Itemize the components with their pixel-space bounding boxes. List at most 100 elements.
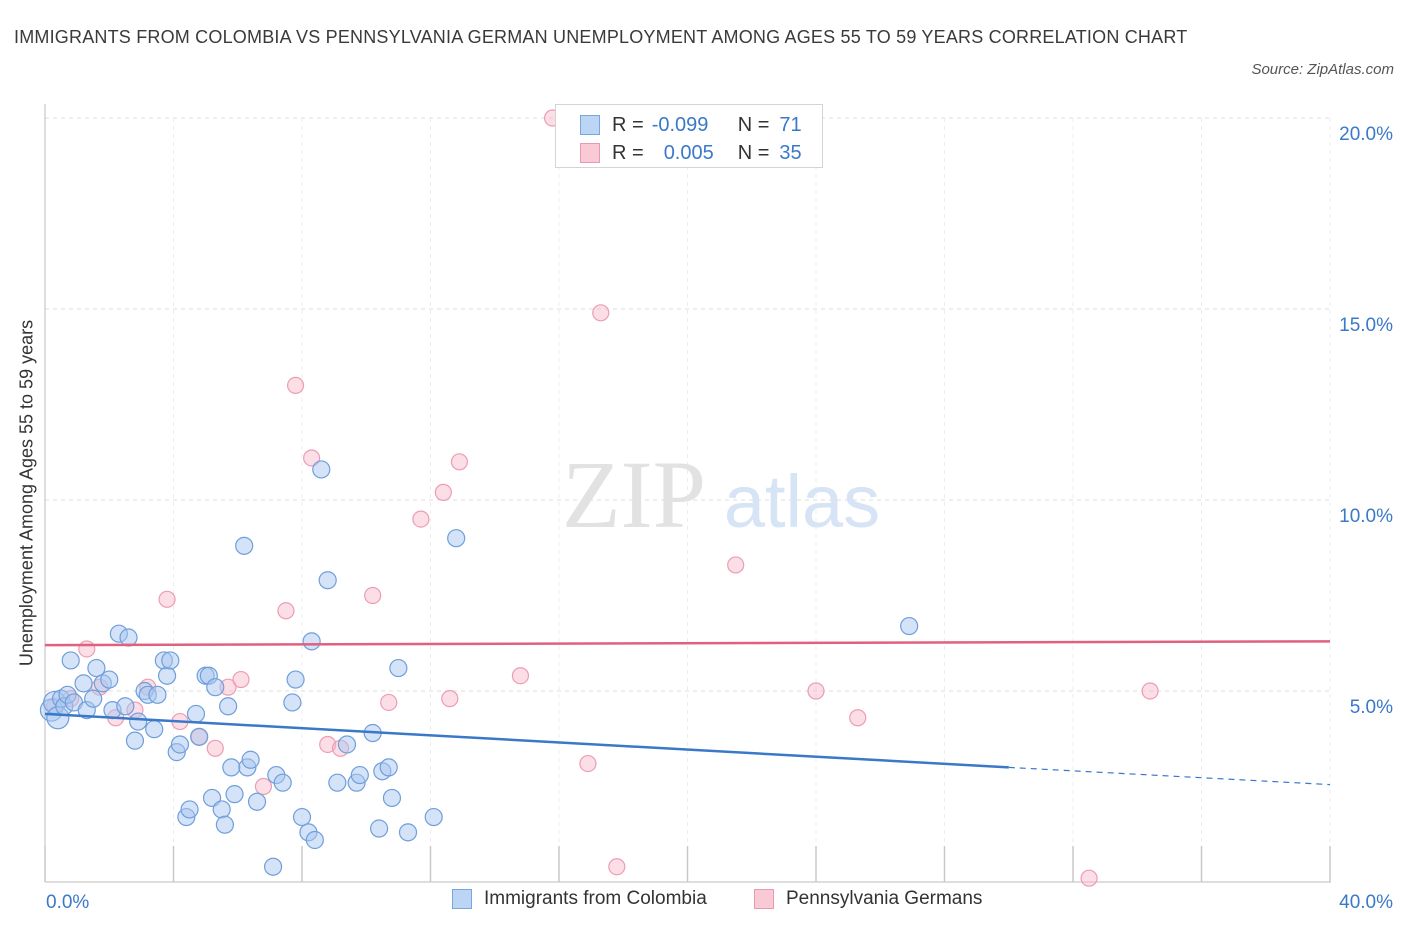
- legend-item-label: Pennsylvania Germans: [786, 888, 983, 909]
- colombia-point: [157, 666, 177, 685]
- pa-german-point: [232, 670, 250, 689]
- y-axis-label: Unemployment Among Ages 55 to 59 years: [16, 319, 37, 667]
- pa-german-point: [608, 858, 626, 876]
- pa-german-point: [1141, 682, 1159, 700]
- correlation-legend: R = -0.099 N = 71 R = 0.005 N = 35: [555, 104, 823, 168]
- colombia-point: [302, 632, 321, 651]
- colombia-point: [219, 697, 238, 716]
- colombia-point: [215, 815, 234, 834]
- colombia-point: [900, 616, 919, 636]
- colombia-point: [180, 800, 199, 819]
- legend-n-label: N =: [737, 113, 770, 136]
- pa-german-point: [727, 556, 745, 574]
- legend-r-value: -0.099: [651, 113, 709, 136]
- pa-german-point: [441, 690, 459, 708]
- legend-n-value: 35: [779, 141, 802, 164]
- pa-german-point: [303, 449, 321, 467]
- legend-r-label: R =: [612, 113, 644, 136]
- pa-german-point: [319, 735, 337, 754]
- watermark-zip: ZIP: [562, 441, 706, 548]
- colombia-point: [125, 731, 145, 750]
- colombia-point: [389, 658, 408, 678]
- colombia-point: [318, 571, 337, 590]
- pa-german-point: [412, 510, 430, 528]
- colombia-point: [379, 758, 398, 777]
- colombia-point: [225, 785, 244, 804]
- colombia-point: [398, 823, 418, 842]
- colombia-point: [235, 536, 254, 555]
- colombia-point: [273, 773, 292, 792]
- colombia-point: [145, 720, 164, 739]
- legend-swatch-pink: [754, 889, 774, 909]
- colombia-point: [337, 735, 357, 754]
- y-tick-label: 15.0%: [1339, 315, 1393, 336]
- pa-german-point: [158, 590, 176, 608]
- legend-row-pa-german: R = 0.005 N = 35: [580, 141, 802, 165]
- colombia-point: [87, 658, 106, 678]
- colombia-point: [305, 830, 324, 850]
- legend-r-value: 0.005: [663, 141, 714, 164]
- y-tick-label: 20.0%: [1339, 124, 1393, 145]
- x-tick-label: 0.0%: [46, 892, 89, 913]
- series-legend: Immigrants from Colombia Pennsylvania Ge…: [0, 888, 1406, 916]
- colombia-point: [100, 670, 119, 689]
- colombia-point: [247, 792, 267, 811]
- watermark-atlas: atlas: [724, 460, 880, 543]
- colombia-point: [286, 670, 305, 689]
- colombia-point: [350, 765, 369, 785]
- colombia-points: [39, 460, 919, 876]
- colombia-point: [119, 628, 138, 647]
- legend-n-value: 71: [779, 113, 802, 136]
- colombia-point: [186, 704, 206, 724]
- colombia-point: [283, 693, 302, 712]
- colombia-point: [170, 735, 190, 754]
- colombia-trend-extension: [1008, 766, 1331, 786]
- colombia-point: [84, 689, 103, 708]
- pa-german-point: [450, 453, 469, 471]
- pa-german-point: [849, 709, 867, 727]
- pa-german-point: [807, 682, 825, 700]
- tick-labels: 5.0% 10.0% 15.0% 20.0% 0.0% 40.0%: [46, 124, 1393, 913]
- legend-swatch-blue: [580, 115, 600, 135]
- legend-swatch-blue: [452, 889, 472, 909]
- pa-german-point: [277, 602, 295, 620]
- colombia-point: [328, 773, 347, 792]
- x-tick-label: 40.0%: [1339, 892, 1393, 913]
- colombia-point: [382, 788, 402, 808]
- pa-german-point: [286, 376, 305, 394]
- chart-title: IMMIGRANTS FROM COLOMBIA VS PENNSYLVANIA…: [14, 27, 1188, 47]
- colombia-point: [161, 651, 180, 670]
- legend-item-colombia: Immigrants from Colombia: [452, 888, 707, 910]
- pa-german-point: [254, 777, 273, 796]
- legend-row-colombia: R = -0.099 N = 71: [580, 113, 802, 137]
- pa-german-point: [380, 693, 398, 712]
- pa-german-point: [511, 667, 530, 685]
- y-tick-label: 5.0%: [1350, 697, 1393, 718]
- colombia-point: [74, 674, 93, 693]
- legend-swatch-pink: [580, 143, 600, 163]
- trend-lines: [44, 640, 1331, 786]
- pa-german-point: [206, 739, 224, 757]
- pa-german-point: [1080, 869, 1098, 887]
- colombia-point: [190, 727, 209, 746]
- pa-german-point: [434, 483, 452, 501]
- legend-item-label: Immigrants from Colombia: [484, 888, 707, 909]
- colombia-point: [241, 750, 260, 769]
- colombia-point: [370, 819, 389, 838]
- colombia-point: [148, 685, 167, 704]
- legend-r-label: R =: [612, 141, 644, 164]
- y-tick-label: 10.0%: [1339, 506, 1393, 527]
- pa-german-point: [579, 754, 597, 773]
- colombia-point: [61, 651, 80, 670]
- colombia-point: [129, 712, 148, 731]
- pa-german-point: [364, 586, 382, 605]
- colombia-point: [263, 857, 283, 876]
- pa-german-point: [592, 304, 610, 322]
- source-label: Source: ZipAtlas.com: [1251, 61, 1394, 78]
- legend-n-label: N =: [737, 141, 770, 164]
- pa-german-trend-line: [44, 640, 1331, 647]
- colombia-trend-line: [44, 712, 1009, 769]
- colombia-point: [116, 697, 135, 716]
- colombia-point: [212, 800, 231, 819]
